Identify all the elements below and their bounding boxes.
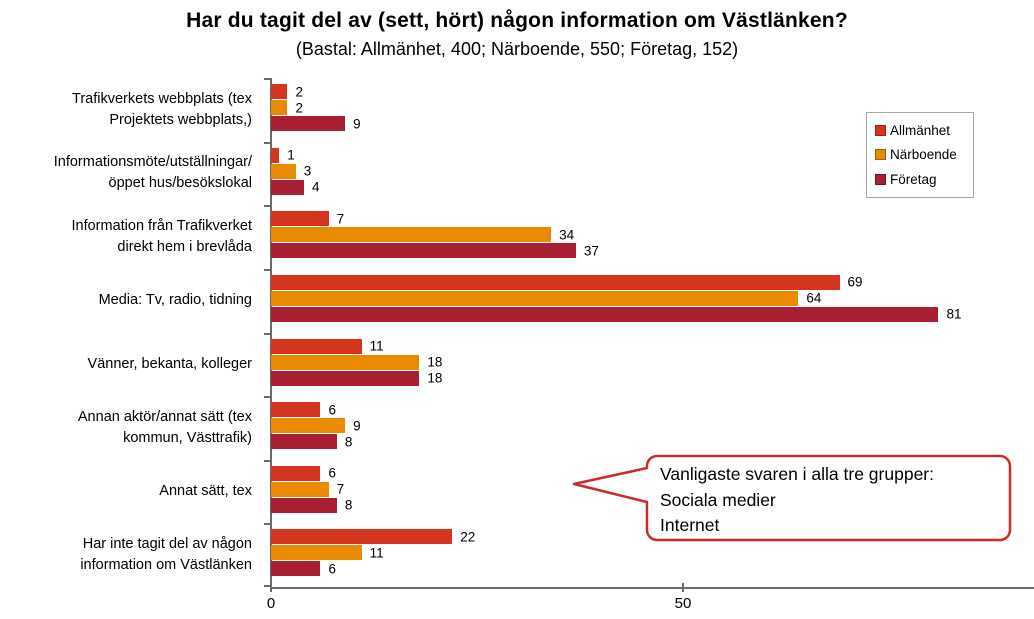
bar-series-2: [271, 370, 420, 386]
bar-series-0: [271, 211, 329, 227]
bar-value-label: 1: [287, 147, 295, 163]
bar-value-label: 34: [559, 227, 575, 243]
bar-value-label: 8: [344, 434, 353, 450]
bar-value-label: 6: [328, 402, 336, 418]
y-axis-tick: [264, 141, 271, 144]
bar-series-0: [271, 529, 453, 545]
bar-value-label: 6: [328, 561, 336, 577]
bar-series-1: [271, 481, 329, 497]
callout-line-3: Internet: [660, 515, 720, 535]
category-label: Annan aktör/annat sätt (tex kommun, Väst…: [77, 408, 252, 446]
category-label: Annat sätt, tex: [159, 483, 252, 500]
bar-series-1: [271, 354, 420, 370]
bar-series-2: [271, 434, 337, 450]
x-axis-tick: [270, 583, 272, 592]
x-axis-tick-label: 50: [674, 595, 692, 612]
legend-item-1: Närboende: [867, 147, 973, 162]
x-axis-ticks: 0 50: [267, 583, 1034, 619]
bar-value-label: 64: [806, 290, 822, 306]
plot-area: 2 2 9 1 3 4 7 34 37 69 64 81 11 18 18 6 9 8 6 7 8 22 11 6: [264, 78, 1034, 587]
bar-value-label: 7: [336, 481, 345, 497]
bar-series-2: [271, 497, 337, 513]
bar-series-1: [271, 418, 346, 434]
bar-series-0: [271, 465, 321, 481]
legend: Allmänhet Närboende Företag: [866, 112, 974, 198]
bar-value-label: 6: [328, 465, 336, 481]
legend-label: Företag: [890, 172, 937, 188]
legend-swatch-icon: [875, 124, 886, 136]
y-axis-tick: [264, 268, 271, 271]
bar-series-1: [271, 290, 799, 306]
y-axis-tick: [264, 523, 271, 526]
y-axis-tick: [264, 585, 271, 587]
bar-value-label: 37: [583, 243, 599, 259]
callout-line-1: Vanligaste svaren i alla tre grupper:: [660, 464, 934, 484]
bar-series-1: [271, 545, 362, 561]
callout-text: Vanligaste svaren i alla tre grupper: So…: [660, 462, 1005, 539]
bar-series-2: [271, 179, 304, 195]
category-label: Vänner, bekanta, kolleger: [87, 355, 252, 372]
y-axis-tick: [264, 459, 271, 462]
bar-series-0: [271, 84, 288, 99]
bar-series-0: [271, 147, 280, 163]
y-axis-tick: [264, 332, 271, 335]
y-axis-tick: [264, 78, 271, 80]
category-label: Information från Trafikverket direkt hem…: [71, 218, 252, 256]
bar-series-2: [271, 561, 321, 577]
bar-value-label: 11: [369, 545, 384, 561]
bar-series-2: [271, 306, 939, 322]
legend-swatch-icon: [875, 149, 886, 161]
bar-value-label: 18: [427, 370, 443, 386]
bar-series-2: [271, 116, 346, 131]
legend-label: Allmänhet: [890, 122, 951, 138]
bar-value-label: 9: [353, 116, 361, 131]
bar-series-0: [271, 338, 362, 354]
bar-value-label: 3: [303, 163, 312, 179]
x-axis-tick-label: 0: [266, 595, 276, 612]
bar-series-1: [271, 163, 296, 179]
bar-value-label: 9: [353, 418, 361, 434]
bar-series-0: [271, 402, 321, 418]
legend-label: Närboende: [890, 147, 957, 163]
bar-value-label: 7: [336, 211, 345, 227]
bar-value-label: 2: [295, 100, 303, 115]
bar-value-label: 8: [344, 497, 353, 513]
x-axis-tick: [682, 583, 684, 592]
y-axis-line: [270, 78, 272, 588]
bar-series-1: [271, 100, 288, 115]
category-label: Har inte tagit del av någon information …: [80, 536, 252, 574]
y-axis-tick: [264, 205, 271, 208]
bar-series-1: [271, 227, 552, 243]
bar-value-label: 69: [847, 274, 863, 290]
y-axis-tick: [264, 396, 271, 399]
legend-item-0: Allmänhet: [867, 123, 973, 138]
bar-value-label: 4: [311, 179, 320, 195]
callout-line-2: Sociala medier: [660, 489, 776, 510]
bar-value-label: 81: [946, 306, 962, 322]
bar-series-2: [271, 243, 576, 259]
bar-value-label: 18: [427, 354, 443, 370]
category-label: Trafikverkets webbplats (tex Projektets …: [72, 90, 252, 128]
legend-item-2: Företag: [867, 172, 973, 187]
category-labels: Trafikverkets webbplats (tex Projektets …: [0, 78, 262, 587]
x-axis-line: [271, 587, 1034, 589]
bar-value-label: 2: [295, 84, 303, 99]
category-label: Informationsmöte/utställningar/ öppet hu…: [53, 154, 252, 192]
chart-title: Har du tagit del av (sett, hört) någon i…: [186, 9, 848, 32]
bar-series-0: [271, 274, 840, 290]
bar-value-label: 11: [369, 338, 384, 354]
chart-subtitle: (Bastal: Allmänhet, 400; Närboende, 550;…: [295, 39, 739, 59]
bar-value-label: 22: [460, 529, 476, 545]
category-label: Media: Tv, radio, tidning: [98, 292, 252, 309]
legend-swatch-icon: [875, 174, 886, 186]
